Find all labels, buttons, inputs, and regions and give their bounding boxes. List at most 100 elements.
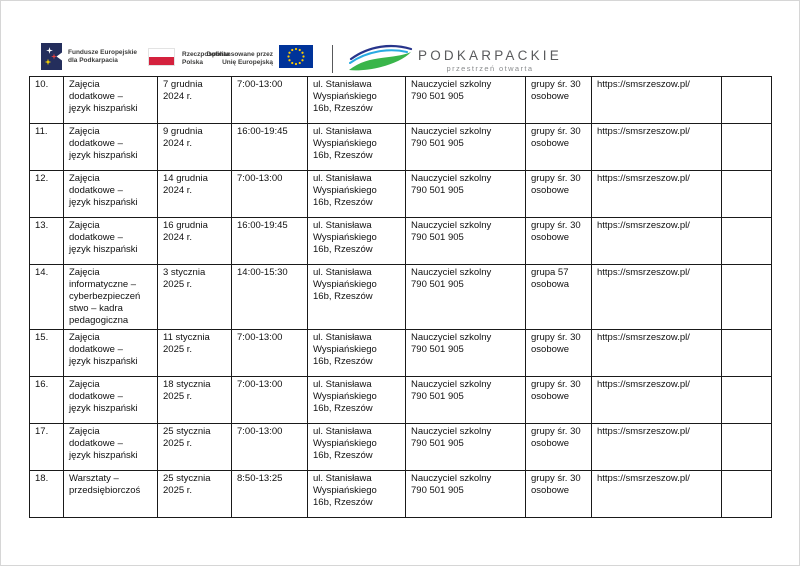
fe-label-line2: dla Podkarpacia	[68, 56, 118, 64]
cell-row-number: 16.	[29, 376, 64, 424]
cell-contact: Nauczyciel szkolny 790 501 905	[405, 329, 526, 377]
cell-activity: Zajęcia dodatkowe – język hiszpański	[63, 423, 158, 471]
cell-date: 7 grudnia 2024 r.	[157, 76, 232, 124]
cell-row-number: 11.	[29, 123, 64, 171]
cell-address: ul. Stanisława Wyspiańskiego 16b, Rzeszó…	[307, 423, 406, 471]
cell-row-number: 15.	[29, 329, 64, 377]
cell-group-size: grupy śr. 30 osobowe	[525, 217, 592, 265]
cell-address: ul. Stanisława Wyspiańskiego 16b, Rzeszó…	[307, 376, 406, 424]
cell-contact: Nauczyciel szkolny 790 501 905	[405, 423, 526, 471]
eu-label-line1: Dofinansowane przez	[206, 51, 273, 58]
cell-date: 11 stycznia 2025 r.	[157, 329, 232, 377]
cell-group-size: grupy śr. 30 osobowe	[525, 76, 592, 124]
cell-time: 7:00-13:00	[231, 76, 308, 124]
cell-activity: Zajęcia dodatkowe – język hiszpański	[63, 217, 158, 265]
schedule-table-body: 10. Zajęcia dodatkowe – język hiszpański…	[29, 76, 772, 518]
cell-extra-empty	[721, 123, 772, 171]
table-row: 11. Zajęcia dodatkowe – język hiszpański…	[29, 123, 772, 171]
cell-address: ul. Stanisława Wyspiańskiego 16b, Rzeszó…	[307, 76, 406, 124]
cell-row-number: 13.	[29, 217, 64, 265]
cell-extra-empty	[721, 217, 772, 265]
table-row: 13. Zajęcia dodatkowe – język hiszpański…	[29, 217, 772, 265]
cell-website-url[interactable]: https://smsrzeszow.pl/	[591, 423, 722, 471]
cell-group-size: grupy śr. 30 osobowe	[525, 123, 592, 171]
cell-activity: Zajęcia dodatkowe – język hiszpański	[63, 329, 158, 377]
cell-website-url[interactable]: https://smsrzeszow.pl/	[591, 217, 722, 265]
cell-time: 7:00-13:00	[231, 329, 308, 377]
cell-row-number: 12.	[29, 170, 64, 218]
table-row: 16. Zajęcia dodatkowe – język hiszpański…	[29, 376, 772, 424]
cell-time: 7:00-13:00	[231, 376, 308, 424]
logo-separator-divider	[332, 45, 333, 73]
podkarpackie-tagline: przestrzeń otwarta	[446, 64, 534, 73]
cell-activity: Zajęcia dodatkowe – język hiszpański	[63, 170, 158, 218]
cell-contact: Nauczyciel szkolny 790 501 905	[405, 376, 526, 424]
cell-activity: Zajęcia dodatkowe – język hiszpański	[63, 76, 158, 124]
cell-extra-empty	[721, 170, 772, 218]
eu-cofunding-label: Dofinansowane przez Unię Europejską	[199, 51, 273, 67]
cell-address: ul. Stanisława Wyspiańskiego 16b, Rzeszó…	[307, 217, 406, 265]
cell-group-size: grupy śr. 30 osobowe	[525, 329, 592, 377]
podkarpackie-logo: PODKARPACKIE przestrzeń otwarta	[349, 43, 562, 73]
cell-date: 14 grudnia 2024 r.	[157, 170, 232, 218]
cell-activity: Zajęcia informatyczne – cyberbezpieczeń …	[63, 264, 158, 330]
eu-flag-icon	[279, 45, 313, 68]
table-row: 12. Zajęcia dodatkowe – język hiszpański…	[29, 170, 772, 218]
funding-logos-header: Fundusze Europejskie dla Podkarpacia Rze…	[1, 1, 799, 76]
fundusze-europejskie-logo: Fundusze Europejskie dla Podkarpacia	[41, 43, 137, 70]
cell-address: ul. Stanisława Wyspiańskiego 16b, Rzeszó…	[307, 123, 406, 171]
cell-extra-empty	[721, 76, 772, 124]
poland-flag-icon	[148, 48, 175, 66]
rzeczpospolita-polska-label: Rzeczpospolita Polska	[182, 51, 229, 67]
cell-website-url[interactable]: https://smsrzeszow.pl/	[591, 76, 722, 124]
cell-date: 9 grudnia 2024 r.	[157, 123, 232, 171]
cell-row-number: 17.	[29, 423, 64, 471]
cell-address: ul. Stanisława Wyspiańskiego 16b, Rzeszó…	[307, 470, 406, 518]
cell-row-number: 10.	[29, 76, 64, 124]
cell-website-url[interactable]: https://smsrzeszow.pl/	[591, 264, 722, 330]
cell-group-size: grupy śr. 30 osobowe	[525, 470, 592, 518]
pl-label-line2: Polska	[182, 59, 203, 66]
cell-website-url[interactable]: https://smsrzeszow.pl/	[591, 329, 722, 377]
cell-group-size: grupy śr. 30 osobowe	[525, 170, 592, 218]
cell-group-size: grupy śr. 30 osobowe	[525, 423, 592, 471]
table-row: 17. Zajęcia dodatkowe – język hiszpański…	[29, 423, 772, 471]
table-row: 14. Zajęcia informatyczne – cyberbezpiec…	[29, 264, 772, 330]
cell-activity: Zajęcia dodatkowe – język hiszpański	[63, 123, 158, 171]
schedule-table: 10. Zajęcia dodatkowe – język hiszpański…	[29, 76, 772, 518]
fundusze-europejskie-flag-icon	[41, 43, 62, 70]
table-row: 15. Zajęcia dodatkowe – język hiszpański…	[29, 329, 772, 377]
cell-website-url[interactable]: https://smsrzeszow.pl/	[591, 170, 722, 218]
cell-date: 25 stycznia 2025 r.	[157, 470, 232, 518]
cell-date: 3 stycznia 2025 r.	[157, 264, 232, 330]
cell-contact: Nauczyciel szkolny 790 501 905	[405, 123, 526, 171]
cell-time: 7:00-13:00	[231, 170, 308, 218]
cell-activity: Zajęcia dodatkowe – język hiszpański	[63, 376, 158, 424]
table-row: 18. Warsztaty – przedsiębiorczoś 25 styc…	[29, 470, 772, 518]
cell-time: 7:00-13:00	[231, 423, 308, 471]
cell-extra-empty	[721, 264, 772, 330]
fundusze-europejskie-label: Fundusze Europejskie dla Podkarpacia	[68, 49, 137, 65]
cell-contact: Nauczyciel szkolny 790 501 905	[405, 264, 526, 330]
cell-time: 16:00-19:45	[231, 123, 308, 171]
cell-group-size: grupy śr. 30 osobowe	[525, 376, 592, 424]
cell-website-url[interactable]: https://smsrzeszow.pl/	[591, 123, 722, 171]
table-row: 10. Zajęcia dodatkowe – język hiszpański…	[29, 76, 772, 124]
eu-label-line2: Unię Europejską	[222, 59, 273, 66]
cell-date: 18 stycznia 2025 r.	[157, 376, 232, 424]
podkarpackie-label-block: PODKARPACKIE przestrzeń otwarta	[418, 43, 562, 73]
cell-extra-empty	[721, 376, 772, 424]
cell-website-url[interactable]: https://smsrzeszow.pl/	[591, 376, 722, 424]
cell-extra-empty	[721, 423, 772, 471]
cell-date: 25 stycznia 2025 r.	[157, 423, 232, 471]
cell-contact: Nauczyciel szkolny 790 501 905	[405, 76, 526, 124]
cell-address: ul. Stanisława Wyspiańskiego 16b, Rzeszó…	[307, 170, 406, 218]
cell-website-url[interactable]: https://smsrzeszow.pl/	[591, 470, 722, 518]
cell-address: ul. Stanisława Wyspiańskiego 16b, Rzeszó…	[307, 264, 406, 330]
cell-contact: Nauczyciel szkolny 790 501 905	[405, 217, 526, 265]
cell-date: 16 grudnia 2024 r.	[157, 217, 232, 265]
cell-time: 16:00-19:45	[231, 217, 308, 265]
cell-contact: Nauczyciel szkolny 790 501 905	[405, 470, 526, 518]
podkarpackie-name: PODKARPACKIE	[418, 48, 562, 63]
